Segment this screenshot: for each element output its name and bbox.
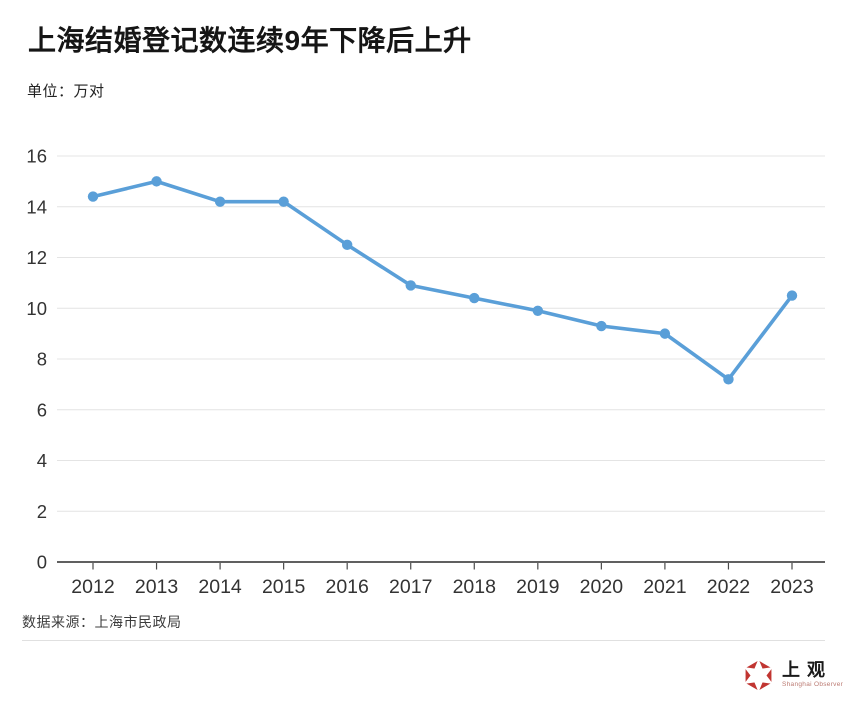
logo-blade [743, 681, 760, 692]
x-axis-label: 2018 [453, 576, 496, 598]
y-axis-label: 8 [37, 349, 47, 370]
data-point [151, 176, 162, 187]
logo-blade [743, 659, 760, 670]
logo-blade [744, 666, 752, 685]
x-axis-label: 2021 [643, 576, 686, 598]
y-axis-label: 10 [26, 298, 47, 319]
x-axis-label: 2017 [389, 576, 432, 598]
data-point [214, 196, 226, 207]
unit-label: 单位：万对 [27, 83, 105, 100]
data-point [659, 328, 671, 339]
x-axis-label: 2013 [135, 576, 178, 598]
y-axis-label: 14 [26, 196, 47, 217]
data-source: 数据来源：上海市民政局 [22, 614, 182, 630]
shanghai-observer-logo: 上观 Shanghai Observer [743, 659, 843, 692]
data-line [91, 179, 794, 382]
logo-blade [757, 659, 774, 670]
aperture-hexagon-icon [743, 659, 774, 692]
data-point [723, 374, 734, 385]
logo-cn-text: 上观 [782, 660, 832, 681]
logo-en-text: Shanghai Observer [782, 681, 844, 689]
y-axis-label: 6 [37, 399, 47, 420]
logo-blade [765, 666, 773, 685]
logo-blade [757, 681, 774, 692]
data-point [405, 280, 416, 291]
x-axis-label: 2023 [770, 576, 813, 598]
y-axis-label: 4 [37, 450, 47, 471]
page-title: 上海结婚登记数连续9年下降后上升 [28, 25, 472, 56]
data-point [469, 292, 480, 304]
data-point [278, 196, 289, 207]
y-axis-label: 12 [26, 247, 47, 268]
data-point [87, 191, 99, 202]
x-axis-label: 2022 [707, 576, 750, 598]
data-point [532, 305, 544, 316]
x-axis-label: 2016 [325, 576, 368, 598]
x-axis-label: 2014 [198, 576, 242, 598]
x-axis-label: 2020 [580, 576, 624, 598]
x-axis-label: 2012 [71, 576, 114, 598]
y-axis-label: 0 [37, 552, 47, 573]
data-point [786, 290, 798, 301]
data-point [596, 320, 607, 332]
footer-divider [22, 640, 825, 641]
x-axis-label: 2019 [516, 576, 559, 598]
x-axis-label: 2015 [262, 576, 306, 598]
y-axis-label: 2 [37, 501, 47, 522]
data-point [341, 239, 353, 251]
y-axis-label: 16 [26, 146, 47, 167]
